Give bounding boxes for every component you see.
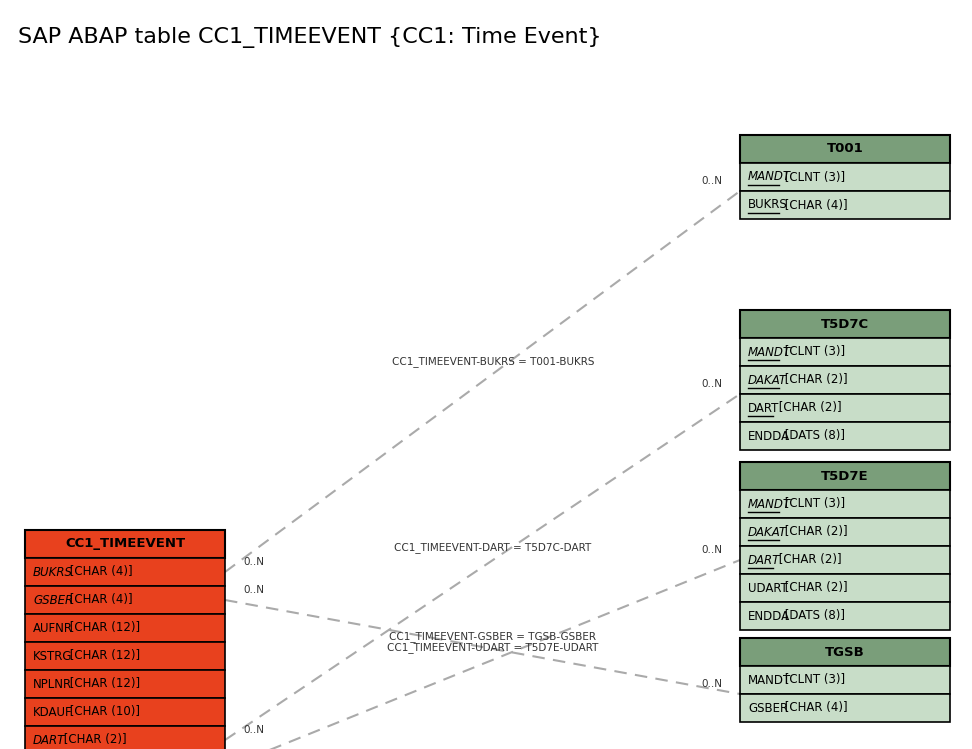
Text: GSBER: GSBER: [748, 702, 788, 715]
Text: T5D7C: T5D7C: [821, 318, 869, 330]
Text: 0..N: 0..N: [243, 725, 264, 735]
Bar: [740, 666, 950, 694]
Text: 0..N: 0..N: [243, 585, 264, 595]
Bar: [740, 163, 950, 191]
Text: BUKRS: BUKRS: [33, 565, 73, 578]
Text: CC1_TIMEEVENT-GSBER = TGSB-GSBER: CC1_TIMEEVENT-GSBER = TGSB-GSBER: [390, 631, 596, 642]
Text: [CLNT (3)]: [CLNT (3)]: [781, 171, 845, 184]
Text: ENDDA: ENDDA: [748, 429, 790, 443]
Bar: [740, 462, 950, 490]
Bar: [740, 191, 950, 219]
Text: [CLNT (3)]: [CLNT (3)]: [781, 345, 845, 359]
Text: [CHAR (12)]: [CHAR (12)]: [66, 678, 140, 691]
Bar: [740, 310, 950, 338]
Text: SAP ABAP table CC1_TIMEEVENT {CC1: Time Event}: SAP ABAP table CC1_TIMEEVENT {CC1: Time …: [18, 28, 602, 49]
Bar: [25, 586, 225, 614]
Bar: [25, 642, 225, 670]
Text: [CLNT (3)]: [CLNT (3)]: [781, 497, 845, 511]
Bar: [740, 490, 950, 518]
Text: [CHAR (12)]: [CHAR (12)]: [66, 649, 140, 663]
Text: 0..N: 0..N: [243, 557, 264, 567]
Text: MANDT: MANDT: [748, 171, 791, 184]
Bar: [25, 530, 225, 558]
Text: MANDT: MANDT: [748, 673, 791, 687]
Bar: [740, 394, 950, 422]
Bar: [25, 614, 225, 642]
Text: GSBER: GSBER: [33, 593, 73, 607]
Text: TGSB: TGSB: [825, 646, 865, 658]
Bar: [740, 135, 950, 163]
Text: [CHAR (2)]: [CHAR (2)]: [781, 581, 848, 595]
Bar: [25, 670, 225, 698]
Text: [DATS (8)]: [DATS (8)]: [781, 610, 845, 622]
Text: UDART: UDART: [748, 581, 788, 595]
Text: 0..N: 0..N: [701, 679, 722, 689]
Text: [DATS (8)]: [DATS (8)]: [781, 429, 845, 443]
Text: DAKAT: DAKAT: [748, 374, 787, 386]
Text: [CHAR (4)]: [CHAR (4)]: [781, 702, 848, 715]
Text: [CLNT (3)]: [CLNT (3)]: [781, 673, 845, 687]
Text: [CHAR (2)]: [CHAR (2)]: [781, 526, 848, 539]
Text: CC1_TIMEEVENT-DART = T5D7C-DART: CC1_TIMEEVENT-DART = T5D7C-DART: [395, 542, 591, 553]
Text: KSTRG: KSTRG: [33, 649, 73, 663]
Text: DART: DART: [748, 401, 780, 414]
Bar: [25, 726, 225, 749]
Text: [CHAR (2)]: [CHAR (2)]: [775, 554, 842, 566]
Text: CC1_TIMEEVENT-BUKRS = T001-BUKRS: CC1_TIMEEVENT-BUKRS = T001-BUKRS: [392, 356, 594, 367]
Text: ENDDA: ENDDA: [748, 610, 790, 622]
Text: DART: DART: [33, 733, 65, 747]
Text: MANDT: MANDT: [748, 345, 791, 359]
Text: CC1_TIMEEVENT: CC1_TIMEEVENT: [65, 538, 185, 551]
Bar: [740, 638, 950, 666]
Text: [CHAR (12)]: [CHAR (12)]: [66, 622, 140, 634]
Text: [CHAR (4)]: [CHAR (4)]: [66, 593, 132, 607]
Text: DART: DART: [748, 554, 781, 566]
Text: 0..N: 0..N: [701, 379, 722, 389]
Bar: [740, 574, 950, 602]
Text: [CHAR (2)]: [CHAR (2)]: [781, 374, 848, 386]
Text: [CHAR (2)]: [CHAR (2)]: [60, 733, 126, 747]
Bar: [740, 602, 950, 630]
Text: NPLNR: NPLNR: [33, 678, 72, 691]
Text: BUKRS: BUKRS: [748, 198, 787, 211]
Text: 0..N: 0..N: [701, 545, 722, 555]
Bar: [740, 694, 950, 722]
Bar: [740, 518, 950, 546]
Text: [CHAR (4)]: [CHAR (4)]: [66, 565, 132, 578]
Text: DAKAT: DAKAT: [748, 526, 787, 539]
Bar: [740, 422, 950, 450]
Text: T001: T001: [826, 142, 863, 156]
Text: AUFNR: AUFNR: [33, 622, 73, 634]
Text: 0..N: 0..N: [701, 176, 722, 186]
Bar: [740, 338, 950, 366]
Text: [CHAR (4)]: [CHAR (4)]: [781, 198, 848, 211]
Text: [CHAR (10)]: [CHAR (10)]: [66, 706, 140, 718]
Bar: [740, 546, 950, 574]
Bar: [740, 366, 950, 394]
Text: KDAUF: KDAUF: [33, 706, 73, 718]
Text: MANDT: MANDT: [748, 497, 791, 511]
Text: CC1_TIMEEVENT-UDART = T5D7E-UDART: CC1_TIMEEVENT-UDART = T5D7E-UDART: [387, 642, 599, 653]
Bar: [25, 698, 225, 726]
Bar: [25, 558, 225, 586]
Text: T5D7E: T5D7E: [821, 470, 869, 482]
Text: [CHAR (2)]: [CHAR (2)]: [775, 401, 842, 414]
